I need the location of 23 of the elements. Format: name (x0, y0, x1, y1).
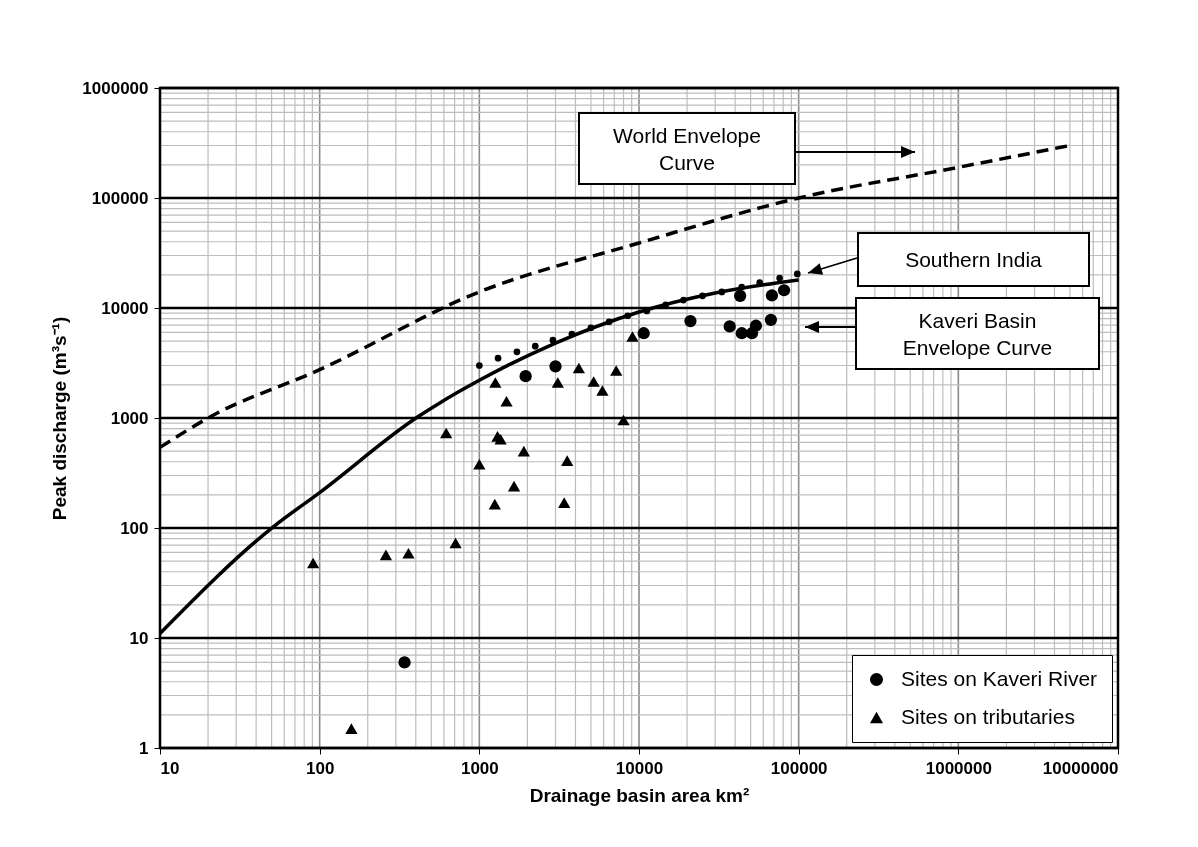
callout-box: Kaveri Basin Envelope Curve (855, 297, 1100, 370)
x-tick-label: 1000 (460, 758, 499, 778)
y-tick-label: 10 (129, 628, 149, 648)
callout-box: Southern India (857, 232, 1090, 287)
x-tick-label: 10000 (615, 758, 664, 778)
y-tick-label: 1000 (110, 408, 149, 428)
x-tick-label: 10 (160, 758, 180, 778)
legend-label: Southern India (905, 247, 1042, 273)
y-tick-label: 1000000 (82, 78, 149, 98)
series-label: World Envelope Curve (612, 122, 762, 176)
x-tick-label: 1000000 (925, 758, 992, 778)
x-axis-title: Drainage basin area km² (529, 784, 750, 806)
legend-label: Sites on Kaveri River (901, 666, 1098, 690)
y-tick-label: 100 (120, 518, 149, 538)
callout-box: World Envelope Curve (578, 112, 796, 185)
y-tick-label: 1 (139, 738, 149, 758)
y-tick-label: 10000 (101, 298, 149, 318)
x-tick-label: 10000000 (1042, 758, 1119, 778)
x-tick-label: 100000 (770, 758, 828, 778)
legend-label: Sites on tributaries (901, 704, 1075, 728)
x-tick-label: 100 (305, 758, 335, 778)
y-tick-label: 100000 (91, 188, 149, 208)
y-axis-title: Peak discharge (m³s⁻¹) (49, 316, 71, 521)
